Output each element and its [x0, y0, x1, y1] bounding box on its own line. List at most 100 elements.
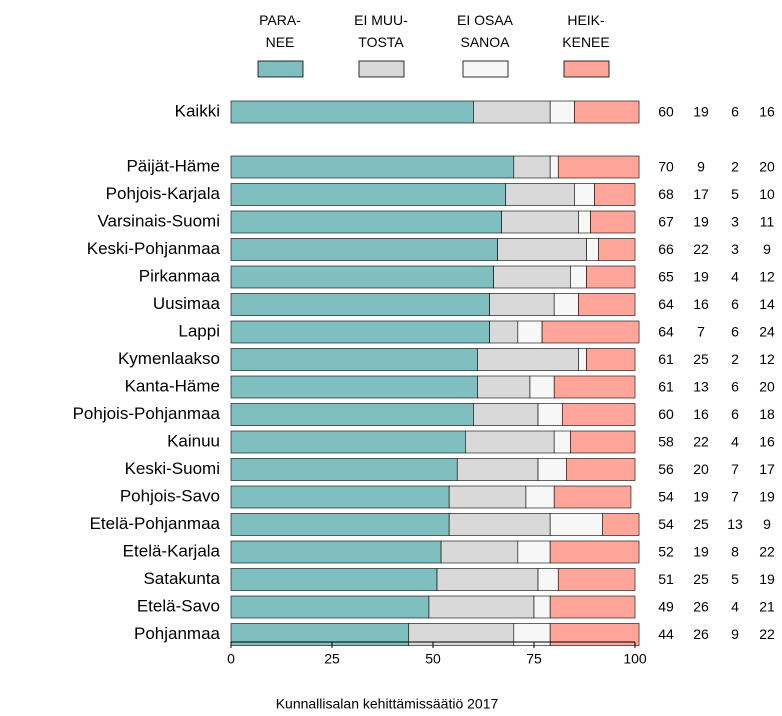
value-label: 3	[731, 241, 739, 257]
value-label: 13	[727, 516, 743, 532]
value-label: 3	[731, 214, 739, 230]
value-label: 20	[693, 461, 709, 477]
bar-segment	[537, 403, 563, 426]
category-label: Satakunta	[143, 569, 220, 588]
value-label: 60	[658, 104, 674, 120]
bar-segment	[525, 485, 555, 509]
value-label: 52	[658, 544, 674, 560]
value-label: 60	[658, 406, 674, 422]
category-label: Kymenlaakso	[118, 349, 220, 368]
bar-segment	[549, 595, 636, 619]
x-tick-label: 100	[623, 651, 647, 667]
bar-segment	[578, 210, 591, 234]
bar-segment	[533, 595, 551, 619]
bar-segment	[440, 540, 519, 564]
value-label: 25	[693, 516, 709, 532]
bar-segment	[529, 375, 555, 399]
bar-segment	[557, 568, 636, 591]
category-label: Kainuu	[167, 431, 220, 450]
bar-segment	[513, 155, 551, 179]
value-label: 66	[658, 241, 674, 257]
bar-segment	[549, 540, 640, 564]
bar-segment	[230, 568, 438, 591]
bar-segment	[590, 210, 636, 234]
legend-swatch	[462, 60, 509, 78]
value-label: 19	[693, 269, 709, 285]
bar-segment	[517, 320, 543, 344]
bar-segment	[477, 348, 579, 371]
bar-segment	[428, 595, 535, 619]
bar-segment	[477, 375, 531, 399]
value-label: 2	[731, 159, 739, 175]
value-label: 70	[658, 159, 674, 175]
category-label: Uusimaa	[153, 294, 221, 313]
value-label: 4	[731, 599, 739, 615]
value-label: 9	[731, 626, 739, 642]
bar-segment	[230, 595, 430, 619]
value-label: 61	[658, 379, 674, 395]
value-label: 6	[731, 324, 739, 340]
bar-segment	[553, 375, 636, 399]
bar-segment	[436, 568, 539, 591]
bar-segment	[230, 485, 450, 509]
category-label: Keski-Suomi	[125, 459, 220, 478]
bar-segment	[578, 293, 636, 316]
bar-segment	[230, 375, 478, 399]
bar-segment	[230, 348, 478, 371]
value-label: 64	[658, 296, 674, 312]
bar-segment	[570, 430, 636, 454]
value-label: 20	[759, 159, 775, 175]
value-label: 18	[759, 406, 775, 422]
value-label: 22	[759, 626, 775, 642]
bar-segment	[497, 238, 587, 261]
value-label: 22	[759, 544, 775, 560]
category-label: Pohjois-Karjala	[106, 184, 221, 203]
value-label: 5	[731, 571, 739, 587]
value-label: 4	[731, 434, 739, 450]
bar-segment	[553, 430, 571, 454]
value-label: 16	[759, 104, 775, 120]
bar-segment	[586, 265, 636, 289]
value-label: 65	[658, 269, 674, 285]
category-label: Pohjois-Savo	[120, 486, 220, 505]
bar-segment	[517, 540, 551, 564]
legend-label: PARA- NEE	[259, 12, 301, 50]
value-label: 19	[693, 544, 709, 560]
category-label: Kanta-Häme	[125, 376, 220, 395]
bar-segment	[566, 458, 636, 481]
bar-segment	[230, 155, 515, 179]
value-label: 21	[759, 599, 775, 615]
value-label: 61	[658, 351, 674, 367]
bar-segment	[230, 513, 450, 536]
value-label: 8	[731, 544, 739, 560]
bar-segment	[537, 568, 559, 591]
bar-segment	[230, 265, 494, 289]
value-label: 14	[759, 296, 775, 312]
value-label: 25	[693, 351, 709, 367]
value-label: 26	[693, 599, 709, 615]
value-label: 54	[658, 489, 674, 505]
bar-segment	[570, 265, 587, 289]
value-label: 19	[693, 214, 709, 230]
bar-segment	[598, 238, 636, 261]
bar-segment	[465, 430, 555, 454]
value-label: 19	[759, 571, 775, 587]
value-label: 9	[763, 516, 771, 532]
value-label: 10	[759, 186, 775, 202]
bar-segment	[578, 348, 587, 371]
value-label: 13	[693, 379, 709, 395]
bar-segment	[448, 485, 527, 509]
bar-segment	[448, 513, 551, 536]
value-label: 68	[658, 186, 674, 202]
legend-label: HEIK- KENEE	[562, 12, 610, 50]
bar-segment	[561, 403, 636, 426]
value-label: 19	[759, 489, 775, 505]
value-label: 17	[693, 186, 709, 202]
value-label: 7	[731, 489, 739, 505]
legend-swatch	[358, 60, 405, 78]
bar-segment	[557, 155, 640, 179]
category-label: Kaikki	[175, 101, 220, 120]
value-label: 4	[731, 269, 739, 285]
value-label: 67	[658, 214, 674, 230]
